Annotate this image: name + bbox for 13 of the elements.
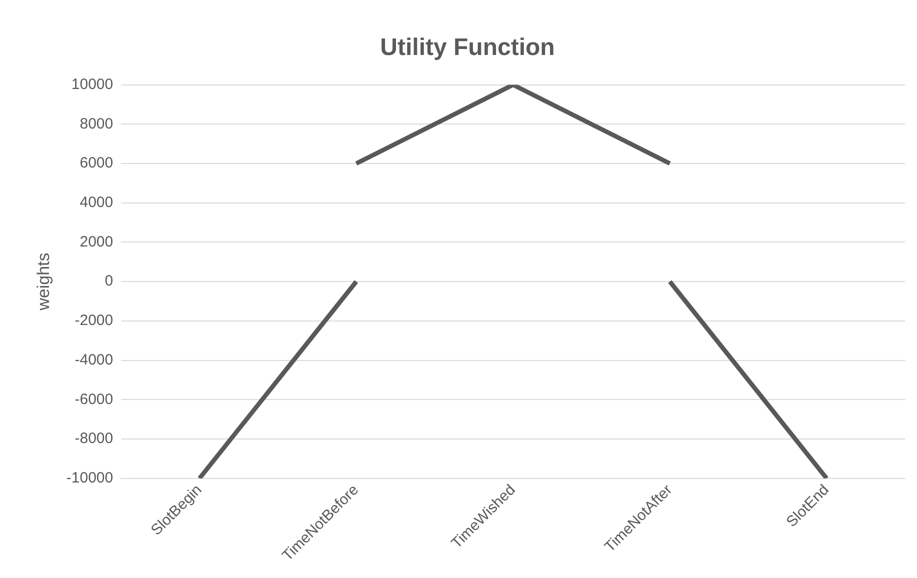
y-axis-title: weights — [34, 252, 53, 312]
y-tick-label: -4000 — [74, 351, 114, 368]
y-tick-label: 0 — [104, 272, 114, 290]
y-tick-label: 10000 — [71, 76, 114, 93]
y-tick-label: -2000 — [74, 312, 114, 330]
y-tick-label: -8000 — [74, 430, 114, 448]
chart-title: Utility Function — [380, 34, 555, 62]
y-tick-label: -10000 — [66, 469, 114, 486]
y-tick-label: 2000 — [80, 233, 114, 250]
y-tick-label: 4000 — [80, 194, 114, 212]
y-tick-label: -6000 — [74, 390, 114, 408]
y-tick-label: 6000 — [80, 154, 114, 172]
y-tick-label: 8000 — [80, 115, 114, 132]
